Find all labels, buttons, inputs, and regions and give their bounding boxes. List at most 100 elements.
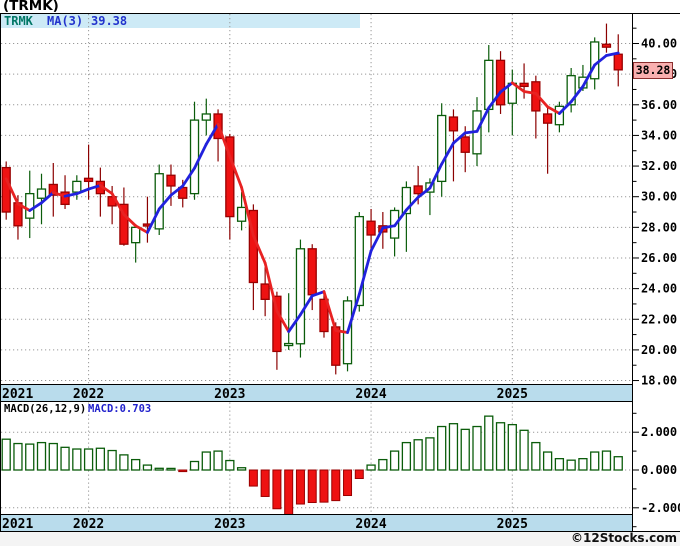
candle-body [413,185,423,195]
price-tick-label: 40.00 [641,37,677,51]
macd-bar-positive [119,454,129,471]
macd-bar-negative [178,469,188,473]
ma3-segment [452,131,467,145]
price-tick-label: 34.00 [641,128,677,142]
year-label-main: 2023 [214,387,245,402]
year-label-mains: 2021 2022 2023 2024 2025 [2,387,528,402]
macd-bar-positive [507,423,517,471]
macd-bar-positive [590,451,600,471]
ma3-segment [428,162,444,190]
candle-up [484,45,494,133]
price-tick-label: 26.00 [641,251,677,265]
ma3-segment [51,191,67,198]
candle-up [131,224,141,263]
candle-body [331,326,341,366]
macd-bar-positive [189,460,200,471]
macd-bar-positive [413,439,423,471]
ma3-segment [16,202,32,212]
candle-up [437,103,447,197]
macd-tick-label: -2.000 [641,501,680,515]
ma3-segment [581,63,597,88]
candle-down [495,51,506,114]
candle-up [401,181,412,252]
ma3-segment [63,192,79,198]
macd-bar-positive [60,446,70,471]
candle-down [166,164,176,206]
ma3-segment [310,290,326,298]
candle-body [131,226,141,244]
candle-body [613,53,623,71]
candle-up [236,192,247,231]
ma3-segment [287,313,302,333]
ma3-line [4,51,620,334]
price-tick-label: 32.00 [641,159,677,173]
macd-bar-positive [36,441,47,471]
macd-bar-positive [484,415,494,471]
candle-body [272,295,282,353]
macd-bar-positive [48,442,58,471]
macd-bar-positive [225,459,235,471]
candle-body [225,136,235,218]
candle-up [295,239,306,358]
candle-body [566,75,576,106]
candle-down [60,175,70,209]
candle-body [519,82,529,88]
candle-body [189,119,200,195]
ma3-segment [216,122,232,158]
macd-bar-positive [472,425,482,471]
macd-bar-positive [107,449,117,471]
ma3-segment [75,187,90,196]
ma3-segment [275,309,291,333]
year-label-main: 2021 [2,387,33,402]
candle-down [542,106,553,174]
ma3-segment [357,249,373,296]
ma3-segment [204,122,220,146]
year-label-main: 2025 [497,387,528,402]
candle-body [542,113,553,124]
year-label-macd: 2021 [2,517,33,532]
macd-bar-positive [142,464,153,471]
candle-down [601,23,612,53]
price-tick-label: 24.00 [641,282,677,296]
candle-down [272,291,282,370]
macd-bar-positive [495,422,506,471]
macd-bar-negative [343,469,353,497]
macd-bar-positive [566,459,576,471]
ma3-segment [122,213,138,228]
panel-borders [0,13,680,532]
candle-body [166,174,176,187]
candle-body [25,192,35,219]
price-tick-label: 20.00 [641,343,677,357]
candle-body [495,59,506,106]
candle-up [25,170,35,239]
ma3-segment [134,224,149,234]
ma3-segment [534,92,550,109]
candle-body [354,215,364,307]
ma3-segment [605,51,620,57]
candle-body [554,105,565,126]
macd-bar-positive [425,437,435,471]
ma3-segment [440,141,455,166]
candle-down [260,267,270,317]
macd-bar-positive [213,450,223,471]
candle-down [613,34,623,87]
macd-bar-positive [460,428,470,471]
macd-bar-positive [83,448,94,471]
candle-body [295,248,306,345]
candle-up [507,69,517,136]
price-tick-label: 30.00 [641,190,677,204]
macd-histogram [1,415,623,515]
macd-bar-positive [72,448,82,471]
macd-bar-positive [95,447,106,471]
candle-down [83,144,94,200]
ma3-segment [169,184,185,197]
macd-bar-negative [354,469,364,480]
candle-up [554,101,565,133]
ma3-segment [416,186,432,199]
year-label-macd: 2025 [497,517,528,532]
year-label-main: 2024 [355,387,386,402]
candle-body [437,114,447,183]
candle-up [189,101,200,200]
